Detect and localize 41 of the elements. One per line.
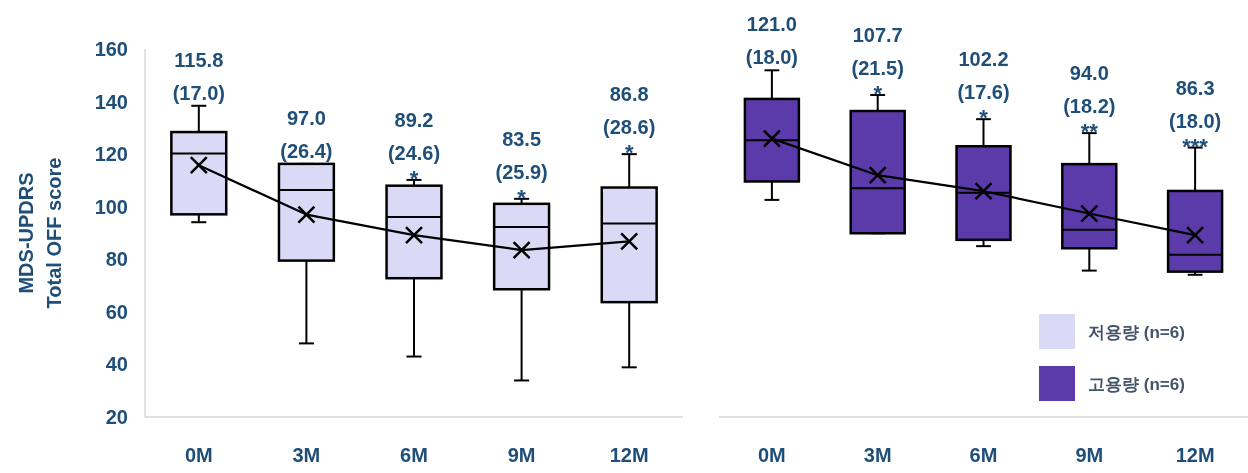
- x-tick-label: 9M: [507, 444, 536, 466]
- y-tick-label: 40: [105, 353, 128, 376]
- y-tick-label: 60: [105, 300, 128, 323]
- point: [868, 165, 887, 185]
- annotation: 102.2 (17.6) *: [957, 48, 1010, 131]
- y-tick-label: 140: [94, 90, 128, 113]
- y-axis-title: MDS-UPDRS Total OFF score: [15, 157, 65, 309]
- point: [297, 205, 316, 224]
- y-tick-label: 100: [94, 195, 128, 218]
- x-tick-label: 12M: [609, 444, 649, 466]
- annotation: 121.0 (18.0): [745, 13, 799, 69]
- legend-label: 저용량 (n=6): [1088, 322, 1185, 342]
- y-tick-label: 80: [105, 248, 128, 271]
- annotation: 107.7 (21.5) *: [851, 24, 904, 106]
- point: [404, 225, 424, 245]
- annotation: 86.8 (28.6) *: [603, 83, 656, 166]
- x-tick-label: 9M: [1075, 444, 1104, 466]
- annotation: 83.5 (25.9) *: [495, 127, 548, 210]
- point: [1080, 204, 1099, 223]
- x-tick-label: 6M: [400, 444, 428, 466]
- x-tick-label: 3M: [863, 444, 892, 466]
- point: [1185, 225, 1205, 245]
- point: [189, 155, 209, 175]
- annotation: 94.0 (18.2) **: [1063, 62, 1116, 145]
- x-tick-label: 0M: [184, 444, 213, 466]
- annotation: 97.0 (26.4): [280, 106, 333, 162]
- x-tick-label: 3M: [292, 444, 321, 466]
- x-tick-label: 0M: [758, 444, 786, 466]
- legend-label: 고용량 (n=6): [1088, 374, 1185, 394]
- annotation: 89.2 (24.6) *: [387, 108, 441, 191]
- point: [974, 181, 993, 201]
- point: [512, 240, 531, 260]
- annotation: 86.3 (18.0) ***: [1168, 76, 1222, 159]
- x-tick-label: 12M: [1175, 444, 1215, 466]
- point: [762, 129, 782, 148]
- point: [619, 232, 639, 251]
- annotation: 115.8 (17.0): [172, 48, 225, 104]
- y-tick-label: 120: [94, 143, 128, 166]
- x-tick-label: 6M: [969, 444, 998, 466]
- y-tick-label: 160: [94, 38, 128, 60]
- y-tick-label: 20: [105, 406, 128, 428]
